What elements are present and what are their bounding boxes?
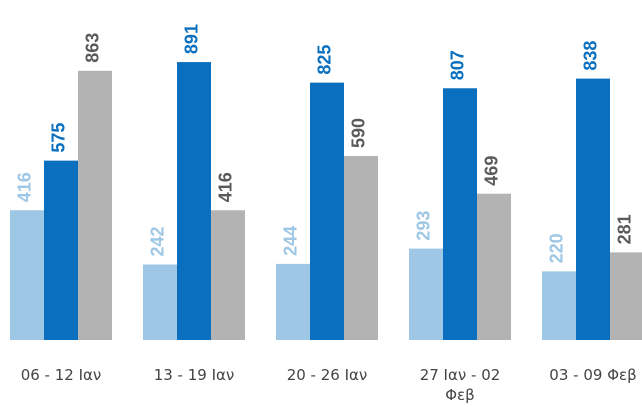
value-label: 293 [414, 211, 434, 241]
value-label: 863 [83, 33, 103, 63]
value-label: 825 [315, 45, 335, 75]
x-tick-label: 20 - 26 Ιαν [286, 366, 368, 384]
bar [143, 264, 177, 340]
bar [443, 88, 477, 340]
value-label: 244 [281, 226, 301, 256]
bar [610, 252, 642, 340]
value-label: 242 [148, 226, 168, 256]
value-label: 220 [547, 233, 567, 263]
bar [10, 210, 44, 340]
bar [344, 155, 378, 340]
value-label: 838 [581, 41, 601, 71]
x-tick-label: 13 - 19 Ιαν [153, 366, 235, 384]
bar [576, 78, 610, 341]
x-tick-label: 03 - 09 Φεβ [549, 366, 637, 384]
bar [477, 193, 511, 340]
bar [78, 70, 112, 340]
bar [44, 160, 78, 340]
x-tick-label: 06 - 12 Ιαν [20, 366, 102, 384]
value-label: 575 [49, 123, 69, 153]
value-label: 807 [448, 50, 468, 80]
value-label: 469 [482, 156, 502, 186]
value-label: 590 [349, 118, 369, 148]
bar [177, 62, 211, 340]
value-label: 416 [15, 172, 35, 202]
x-tick-label: 27 Ιαν - 02 Φεβ [419, 366, 501, 404]
value-label: 281 [615, 214, 635, 244]
bar [310, 82, 344, 340]
value-label: 416 [216, 172, 236, 202]
bar [542, 271, 576, 340]
value-label: 891 [182, 24, 202, 54]
bar [409, 248, 443, 340]
bar [211, 210, 245, 340]
bar [276, 263, 310, 340]
